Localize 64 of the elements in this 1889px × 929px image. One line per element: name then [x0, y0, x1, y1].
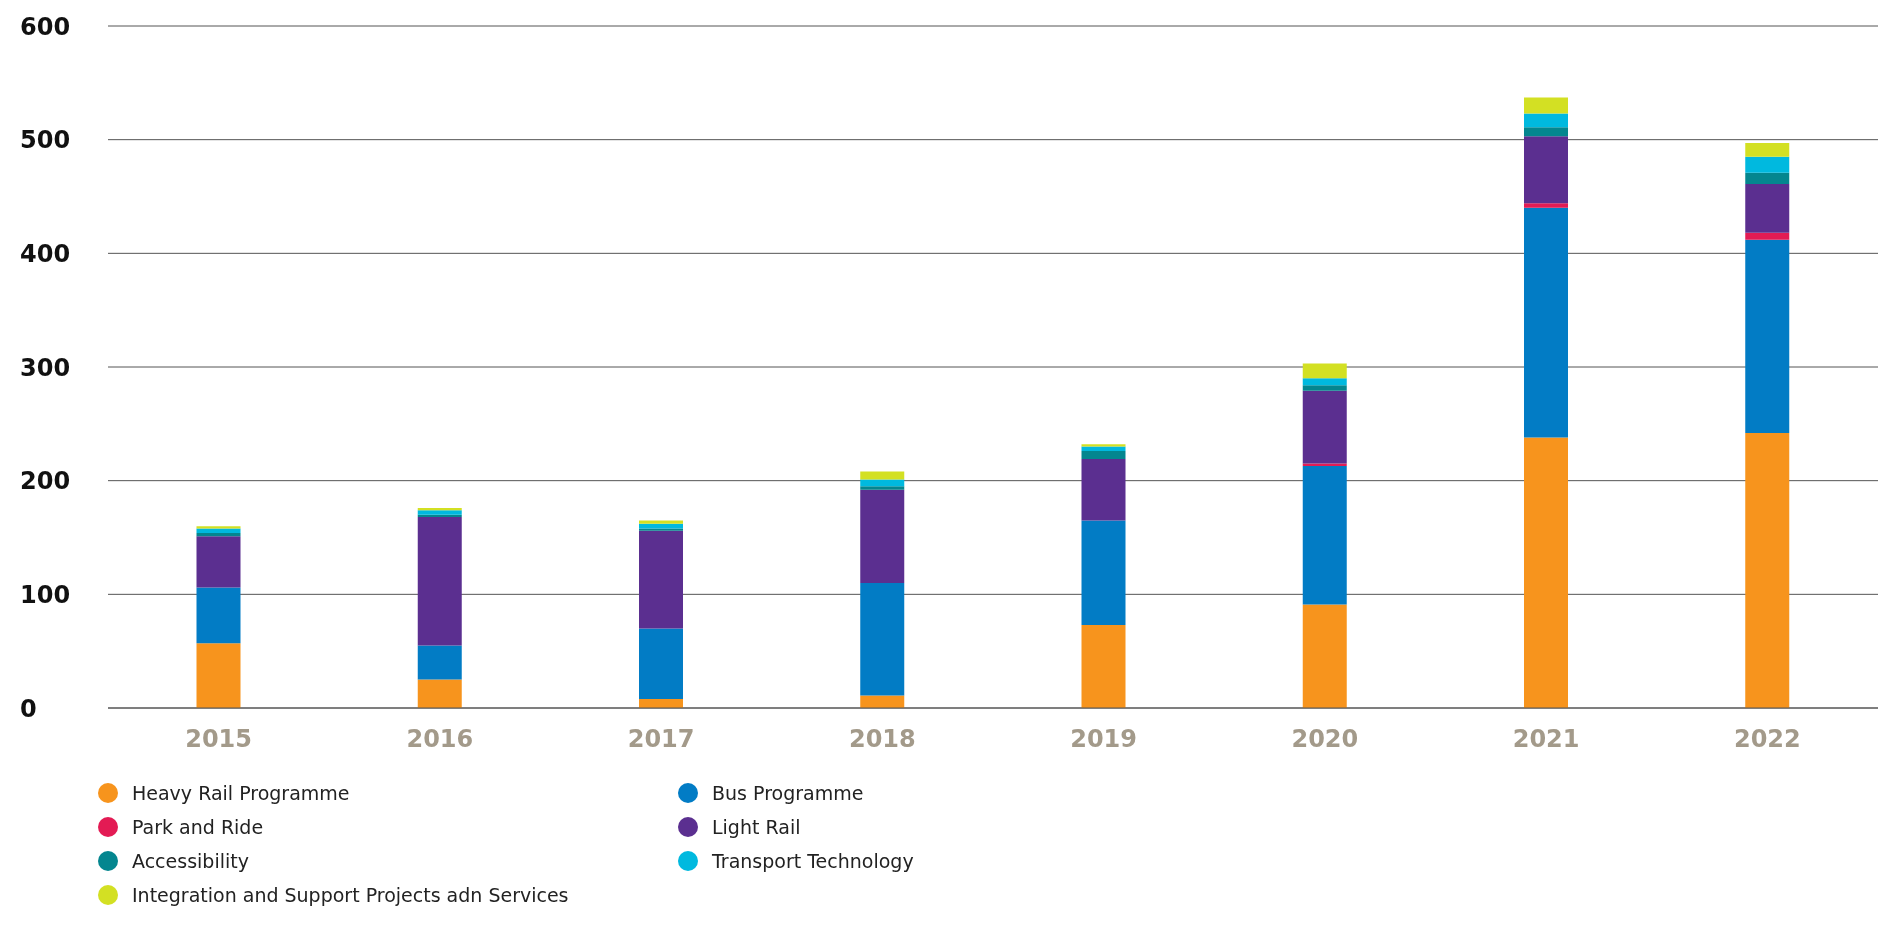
bar [1081, 451, 1126, 460]
x-tick-label: 2021 [1512, 725, 1580, 754]
bar [1524, 136, 1568, 204]
x-tick-label: 2016 [406, 725, 474, 754]
x-tick-label: 2020 [1291, 725, 1359, 754]
bar [1524, 437, 1568, 708]
bar [1081, 444, 1126, 447]
bar [1302, 465, 1347, 605]
y-tick-label: 200 [20, 467, 71, 496]
bar [1745, 184, 1790, 233]
bar [1524, 203, 1568, 208]
bar [1745, 143, 1790, 157]
x-tick-label: 2018 [848, 725, 916, 754]
legend-label: Accessibility [132, 850, 249, 872]
bar [1081, 520, 1126, 626]
bar [1745, 156, 1790, 173]
bar [1745, 232, 1790, 240]
y-tick-label: 300 [20, 353, 71, 382]
bar [196, 536, 241, 588]
legend-label: Bus Programme [712, 782, 864, 804]
bar [639, 628, 683, 699]
bar [1081, 625, 1126, 708]
y-tick-label: 400 [20, 239, 71, 268]
bar [417, 679, 462, 708]
bar [417, 645, 462, 680]
x-tick-label: 2017 [627, 725, 695, 754]
bar [417, 510, 462, 515]
bar [1524, 127, 1568, 137]
bar [1081, 459, 1126, 521]
bar [860, 486, 905, 490]
bar [639, 520, 683, 524]
y-tick-label: 0 [20, 694, 37, 723]
bar [1524, 207, 1568, 438]
bar [1302, 390, 1347, 464]
bar [860, 582, 905, 696]
bar [1524, 97, 1568, 114]
bar [860, 471, 905, 480]
bar [1745, 432, 1790, 708]
bar [639, 530, 683, 629]
y-tick-label: 500 [20, 126, 71, 155]
bar [417, 517, 462, 646]
bar [1745, 172, 1790, 184]
legend-label: Light Rail [712, 816, 801, 838]
bar [1302, 604, 1347, 708]
bar [196, 643, 241, 708]
bar [1302, 385, 1347, 391]
x-tick-label: 2022 [1733, 725, 1801, 754]
legend-label: Transport Technology [712, 850, 914, 872]
x-tick-label: 2015 [185, 725, 253, 754]
bar [860, 489, 905, 583]
bar [1745, 239, 1790, 433]
bar [1302, 378, 1347, 386]
bar [196, 587, 241, 644]
legend-label: Park and Ride [132, 816, 264, 838]
bar [1524, 113, 1568, 128]
x-tick-label: 2019 [1070, 725, 1138, 754]
bar [639, 528, 683, 531]
bar [860, 695, 905, 708]
y-tick-label: 100 [20, 580, 71, 609]
y-tick-label: 600 [20, 12, 71, 41]
legend-label: Heavy Rail Programme [132, 782, 350, 804]
legend-label: Integration and Support Projects adn Services [132, 884, 569, 906]
bar [1302, 363, 1347, 379]
bar [196, 528, 241, 533]
